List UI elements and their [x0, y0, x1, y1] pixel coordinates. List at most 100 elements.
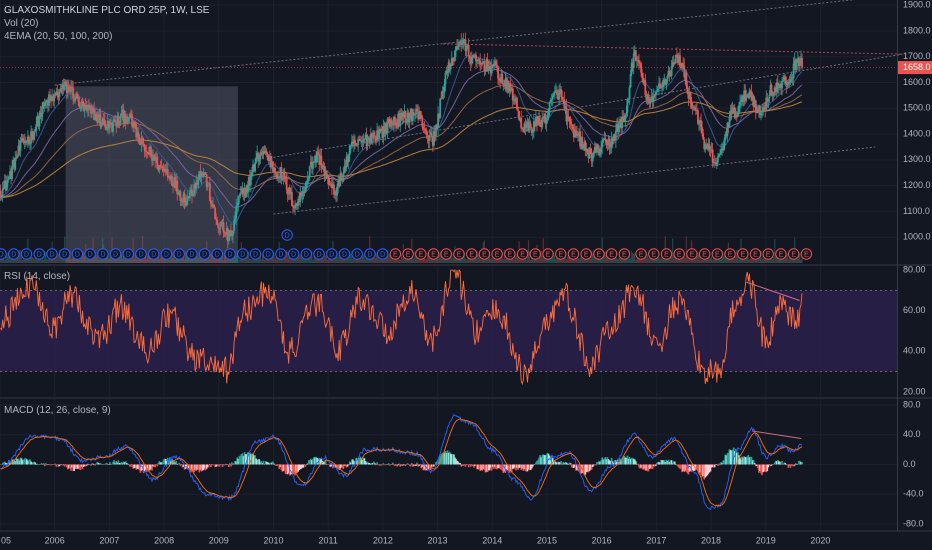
- earnings-marker: E: [673, 248, 685, 260]
- candle-body: [687, 93, 690, 99]
- candle-body: [564, 106, 567, 109]
- macd-histogram-bar: [630, 457, 633, 465]
- candle-body: [427, 136, 430, 141]
- volume-bar: [210, 253, 212, 263]
- candle-body: [403, 110, 406, 118]
- macd-histogram-bar: [707, 464, 710, 474]
- macd-histogram-bar: [486, 464, 489, 473]
- candle-body: [340, 173, 343, 179]
- macd-histogram-bar: [357, 458, 359, 465]
- candle-body: [226, 228, 229, 242]
- earnings-marker: E: [775, 248, 787, 260]
- macd-histogram-bar: [100, 464, 103, 465]
- volume-bar: [491, 257, 493, 263]
- macd-histogram-bar: [691, 464, 694, 471]
- macd-histogram-bar: [461, 464, 464, 466]
- macd-histogram-bar: [28, 460, 30, 465]
- macd-histogram-bar: [344, 464, 347, 467]
- volume-bar: [83, 251, 85, 263]
- macd-histogram-bar: [143, 464, 146, 471]
- macd-histogram-bar: [495, 464, 497, 469]
- macd-histogram-bar: [492, 464, 494, 467]
- volume-bar: [591, 250, 593, 263]
- macd-histogram-bar: [29, 459, 31, 465]
- candle-body: [68, 85, 70, 92]
- candle-body: [596, 144, 598, 153]
- volume-bar: [292, 257, 294, 263]
- marker-letter: E: [546, 251, 551, 258]
- volume-bar: [254, 256, 256, 263]
- volume-bar: [464, 258, 467, 263]
- macd-histogram-bar: [119, 463, 122, 465]
- candle-body: [396, 125, 398, 128]
- candle-body: [572, 129, 575, 138]
- candle-body: [508, 83, 511, 92]
- volume-bar: [161, 257, 164, 263]
- macd-histogram-bar: [596, 462, 598, 465]
- ema-50-line: [0, 68, 803, 209]
- macd-histogram-bar: [799, 460, 801, 465]
- dividend-marker: D: [338, 248, 351, 260]
- volume-bar: [760, 250, 762, 263]
- marker-letter: D: [380, 251, 385, 258]
- candle-body: [320, 155, 323, 169]
- candle-body: [725, 134, 728, 137]
- macd-histogram-bar: [679, 464, 681, 469]
- volume-bar: [680, 257, 682, 263]
- macd-histogram-bar: [311, 460, 313, 465]
- candle-body: [597, 144, 599, 149]
- candle-body: [263, 150, 266, 153]
- macd-histogram-bar: [484, 464, 487, 473]
- candle-body: [625, 112, 628, 116]
- macd-histogram-bar: [699, 464, 701, 473]
- candle-body: [71, 87, 73, 89]
- volume-bar: [99, 259, 102, 263]
- volume-bar: [348, 255, 350, 263]
- macd-histogram-bar: [608, 460, 611, 465]
- macd-histogram-bar: [536, 460, 538, 465]
- volume-bar: [219, 257, 221, 263]
- volume-bar: [627, 258, 630, 263]
- candle-body: [701, 127, 704, 134]
- candle-body: [485, 58, 488, 72]
- volume-bar: [577, 252, 579, 263]
- macd-histogram-bar: [678, 464, 680, 468]
- candle-body: [83, 105, 86, 111]
- volume-bar: [263, 259, 266, 263]
- candle-body: [425, 129, 428, 136]
- volume-bar: [683, 253, 685, 263]
- candle-body: [794, 59, 797, 70]
- dividend-marker: D: [109, 248, 122, 260]
- candle-body: [684, 72, 687, 78]
- macd-histogram-bar: [757, 464, 759, 469]
- macd-histogram-bar: [539, 455, 541, 465]
- macd-histogram-bar: [71, 464, 73, 468]
- candle-body: [296, 203, 299, 206]
- candle-body: [37, 115, 40, 127]
- macd-histogram-bar: [766, 464, 769, 472]
- candle-body: [660, 86, 662, 88]
- marker-circle: [580, 248, 592, 260]
- candle-body: [379, 128, 382, 133]
- volume-bar: [120, 254, 123, 263]
- candle-body: [129, 113, 131, 118]
- volume-bar: [132, 237, 134, 263]
- candle-body: [648, 99, 651, 104]
- volume-bar: [223, 252, 226, 263]
- volume-bar: [701, 259, 703, 263]
- marker-circle: [504, 248, 516, 260]
- candle-body: [466, 45, 469, 47]
- macd-histogram-bar: [748, 457, 751, 465]
- macd-histogram-bar: [527, 464, 530, 470]
- candle-body: [272, 161, 274, 172]
- macd-histogram-bar: [292, 464, 294, 475]
- candle-body: [149, 146, 151, 155]
- macd-histogram-bar: [778, 461, 780, 465]
- candle-body: [297, 198, 300, 206]
- volume-bar: [779, 257, 781, 263]
- candle-body: [11, 165, 14, 179]
- macd-histogram-bar: [244, 454, 247, 465]
- macd-histogram-bar: [182, 464, 185, 467]
- candle-body: [77, 97, 80, 102]
- macd-histogram-bar: [606, 457, 609, 465]
